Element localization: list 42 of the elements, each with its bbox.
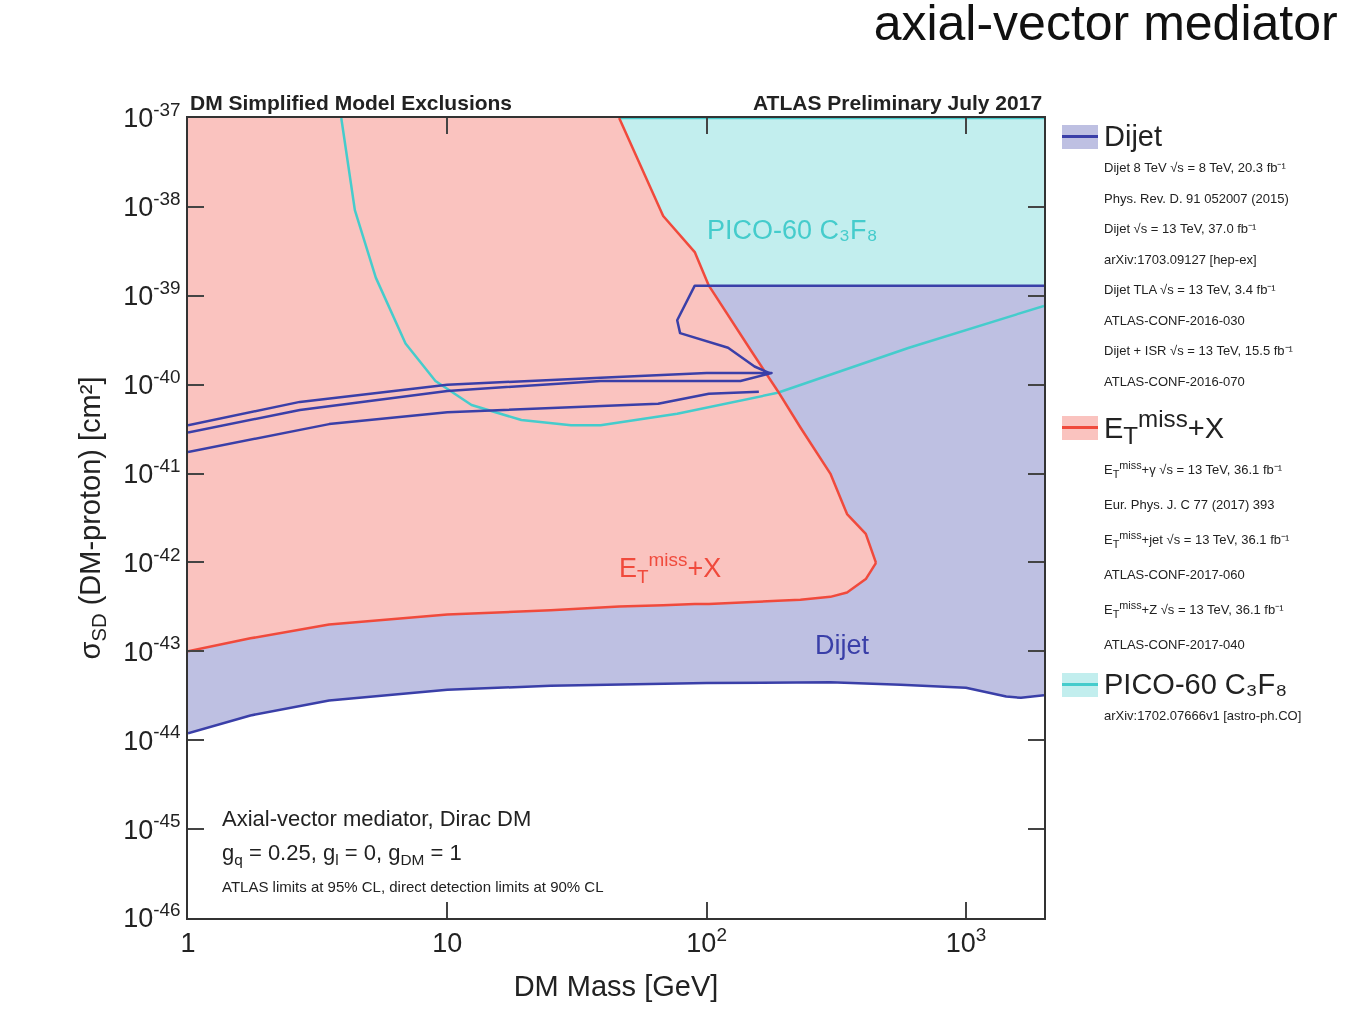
text: Dijet 8 TeV √s = 8 TeV, 20.3 fb⁻¹ — [1104, 159, 1287, 177]
text: Eur. Phys. J. C 77 (2017) 393 — [1104, 495, 1276, 514]
y-tick-label: 10$^{-44}$ — [123, 721, 181, 756]
x-axis-title: DM Mass [GeV] — [513, 969, 719, 1002]
annotation: Dijet — [815, 630, 870, 660]
text: E$_{T}$$^{miss}$+Z √s = 13 TeV, 36.1 fb⁻¹ — [1104, 598, 1285, 623]
y-tick-label: 10$^{-39}$ — [123, 276, 181, 312]
y-tick-label: 10$^{-42}$ — [123, 543, 181, 578]
x-tick-label: 1 — [180, 928, 196, 959]
text: ATLAS Preliminary July 2017 — [753, 91, 1043, 114]
legend-label: E$_{T}$$^{miss}$+X — [1104, 405, 1225, 451]
annotation: g$_{q}$ = 0.25, g$_{l}$ = 0, g$_{DM}$ = 1 — [222, 840, 462, 868]
text: arXiv:1703.09127 [hep-ex] — [1104, 250, 1258, 269]
annotation: ATLAS limits at 95% CL, direct detection limits at 90% CL — [222, 878, 604, 895]
text: E$_{T}$$^{miss}$+jet √s = 13 TeV, 36.1 fb⁻¹ — [1104, 528, 1291, 553]
x-tick-label: 10$^{3}$ — [945, 924, 987, 959]
legend-label: Dijet — [1104, 120, 1163, 153]
annotation: PICO-60 C₃F₈ — [707, 215, 878, 245]
text: Dijet √s = 13 TeV, 37.0 fb⁻¹ — [1104, 220, 1258, 238]
text: Phys. Rev. D. 91 052007 (2015) — [1104, 189, 1290, 208]
text: Dijet + ISR √s = 13 TeV, 15.5 fb⁻¹ — [1104, 342, 1294, 360]
legend-label: PICO-60 C₃F₈ — [1104, 668, 1288, 702]
y-tick-label: 10$^{-43}$ — [123, 632, 181, 667]
y-tick-label: 10$^{-41}$ — [123, 454, 181, 490]
text: ATLAS-CONF-2016-030 — [1104, 311, 1246, 330]
text: arXiv:1702.07666v1 [astro-ph.CO] — [1104, 707, 1303, 726]
text: E$_{T}$$^{miss}$+γ √s = 13 TeV, 36.1 fb⁻¹ — [1104, 458, 1284, 483]
x-tick-label: 10 — [432, 928, 463, 959]
y-tick-label: 10$^{-38}$ — [123, 188, 181, 223]
text: Dijet TLA √s = 13 TeV, 3.4 fb⁻¹ — [1104, 281, 1277, 299]
chart-subtitle: DM Simplified Model Exclusions — [190, 91, 513, 114]
annotation: Axial-vector mediator, Dirac DM — [222, 806, 532, 831]
annotation: E$_{T}$$^{miss}$+X — [619, 549, 722, 588]
text: ATLAS-CONF-2017-060 — [1104, 565, 1246, 584]
y-tick-label: 10$^{-45}$ — [123, 810, 181, 845]
y-tick-label: 10$^{-40}$ — [123, 365, 181, 401]
text: ATLAS-CONF-2016-070 — [1104, 372, 1246, 391]
text: ATLAS-CONF-2017-040 — [1104, 635, 1246, 654]
y-tick-label: 10$^{-37}$ — [123, 99, 181, 134]
chart-title: axial-vector mediator — [873, 0, 1338, 52]
x-tick-label: 10$^{2}$ — [686, 924, 727, 959]
y-tick-label: 10$^{-46}$ — [123, 899, 181, 934]
